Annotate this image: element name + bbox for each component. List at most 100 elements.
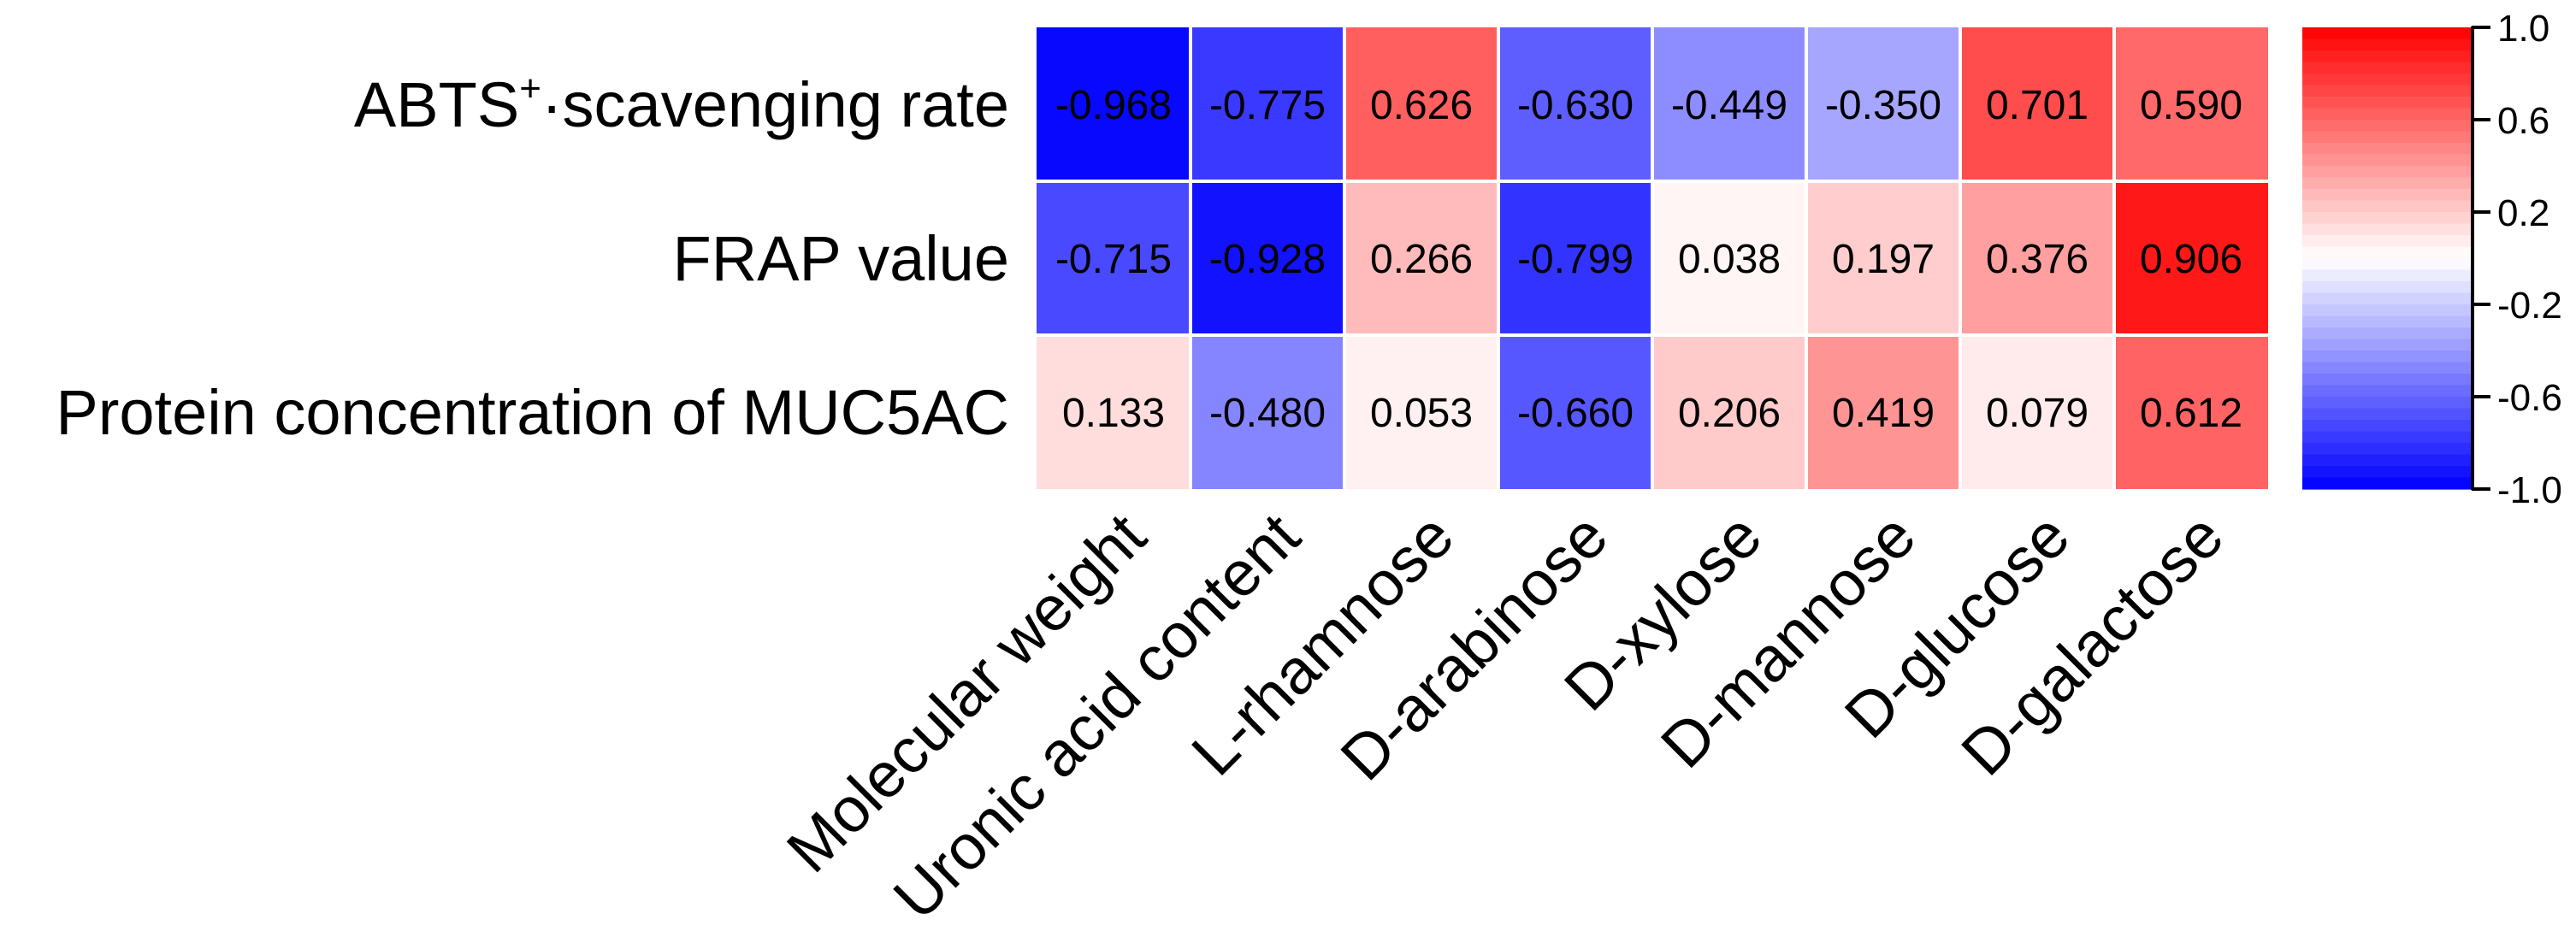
colorbar-step [2302, 154, 2472, 167]
heatmap-cell [1498, 181, 1652, 335]
colorbar-step [2302, 397, 2472, 410]
colorbar-step [2302, 339, 2472, 351]
heatmap-cell [1344, 181, 1498, 335]
heatmap-cell [1191, 27, 1344, 181]
colorbar-step [2302, 108, 2472, 121]
colorbar: 1.0 0.6 0.2 -0.2 -0.6 -1.0 [2302, 8, 2562, 511]
heatmap-cell [1652, 335, 1806, 489]
colorbar-tick-label: 0.2 [2497, 192, 2549, 234]
cell-value-label: 0.266 [1370, 237, 1473, 282]
cell-value-label: 0.206 [1678, 391, 1781, 436]
cell-value-label: 0.053 [1370, 391, 1473, 436]
cell-value-label: -0.775 [1209, 83, 1326, 128]
cell-value-labels: -0.968 -0.775 0.626 -0.630 -0.449 -0.350 0.701… [1055, 83, 2242, 436]
cell-value-label: 0.626 [1370, 83, 1473, 128]
cell-value-label: 0.079 [1986, 391, 2089, 436]
cell-value-label: 0.197 [1832, 237, 1935, 282]
colorbar-step [2302, 281, 2472, 294]
heatmap-cell [1498, 27, 1652, 181]
cell-value-label: 0.906 [2140, 237, 2242, 282]
colorbar-step [2302, 189, 2472, 202]
row-labels: ABTS+·scavenging rate FRAP value Protein c… [56, 68, 1009, 448]
cell-value-label: -0.715 [1055, 237, 1172, 282]
heatmap-cell [1652, 27, 1806, 181]
colorbar-step [2302, 431, 2472, 444]
colorbar-step [2302, 374, 2472, 386]
heatmap-cell [1806, 27, 1960, 181]
colorbar-step [2302, 223, 2472, 236]
cell-value-label: 0.612 [2140, 391, 2242, 436]
colorbar-step [2302, 97, 2472, 109]
colorbar-step [2302, 74, 2472, 86]
colorbar-step [2302, 212, 2472, 225]
colorbar-step [2302, 120, 2472, 133]
colorbar-step [2302, 477, 2472, 490]
colorbar-tick-label: -0.6 [2497, 377, 2562, 419]
cell-value-label: -0.928 [1209, 237, 1326, 282]
cell-value-label: -0.350 [1825, 83, 1941, 128]
heatmap-cell [1344, 335, 1498, 489]
colorbar-step [2302, 246, 2472, 259]
heatmap-cell [1037, 181, 1191, 335]
row-label-main: FRAP value [673, 223, 1010, 294]
colorbar-step [2302, 258, 2472, 271]
heatmap-cell [1960, 181, 2114, 335]
colorbar-step [2302, 50, 2472, 63]
colorbar-tick-label: -1.0 [2497, 469, 2562, 511]
heatmap-cell [1037, 335, 1191, 489]
heatmap-cell [1960, 27, 2114, 181]
row-label-superscript: + [519, 68, 541, 109]
colorbar-tick-label: 1.0 [2497, 8, 2549, 50]
heatmap-cells [1037, 27, 2268, 489]
cell-value-label: -0.630 [1517, 83, 1634, 128]
colorbar-step [2302, 420, 2472, 433]
heatmap-cell [1498, 335, 1652, 489]
colorbar-tick-label: 0.6 [2497, 100, 2549, 142]
colorbar-tick-label: -0.2 [2497, 285, 2562, 327]
cell-value-label: 0.701 [1986, 83, 2089, 128]
colorbar-step [2302, 200, 2472, 213]
colorbar-step [2302, 385, 2472, 398]
cell-value-label: -0.449 [1671, 83, 1787, 128]
colorbar-step [2302, 235, 2472, 248]
row-label-main: Protein concentration of MUC5AC [56, 377, 1009, 448]
heatmap-cell [2114, 335, 2268, 489]
colorbar-step [2302, 166, 2472, 179]
heatmap-cell [1191, 181, 1344, 335]
row-label: ABTS+·scavenging rate [354, 68, 1009, 140]
colorbar-step [2302, 466, 2472, 479]
heatmap-cell [1960, 335, 2114, 489]
colorbar-step [2302, 292, 2472, 305]
colorbar-step [2302, 27, 2472, 40]
cell-value-label: -0.968 [1055, 83, 1172, 128]
cell-value-label: 0.376 [1986, 237, 2089, 282]
colorbar-step [2302, 62, 2472, 74]
colorbar-step [2302, 454, 2472, 467]
colorbar-step [2302, 327, 2472, 340]
cell-value-label: 0.133 [1062, 391, 1165, 436]
heatmap-cell [1191, 335, 1344, 489]
colorbar-step [2302, 315, 2472, 328]
row-label: Protein concentration of MUC5AC [56, 377, 1009, 448]
heatmap-cell [1806, 335, 1960, 489]
colorbar-step [2302, 131, 2472, 144]
heatmap-cell [2114, 27, 2268, 181]
cell-value-label: -0.660 [1517, 391, 1634, 436]
heatmap-cell [1652, 181, 1806, 335]
colorbar-step [2302, 362, 2472, 374]
heatmap-cell [1037, 27, 1191, 181]
cell-value-label: -0.799 [1517, 237, 1634, 282]
row-label: FRAP value [673, 223, 1010, 294]
heatmap-cell [1344, 27, 1498, 181]
cell-value-label: 0.590 [2140, 83, 2242, 128]
colorbar-step [2302, 38, 2472, 51]
colorbar-step [2302, 177, 2472, 190]
heatmap-cell [1806, 181, 1960, 335]
colorbar-step [2302, 408, 2472, 421]
row-label-main: ABTS [354, 69, 519, 140]
cell-value-label: 0.419 [1832, 391, 1935, 436]
cell-value-label: 0.038 [1678, 237, 1781, 282]
colorbar-step [2302, 269, 2472, 282]
colorbar-step [2302, 443, 2472, 456]
